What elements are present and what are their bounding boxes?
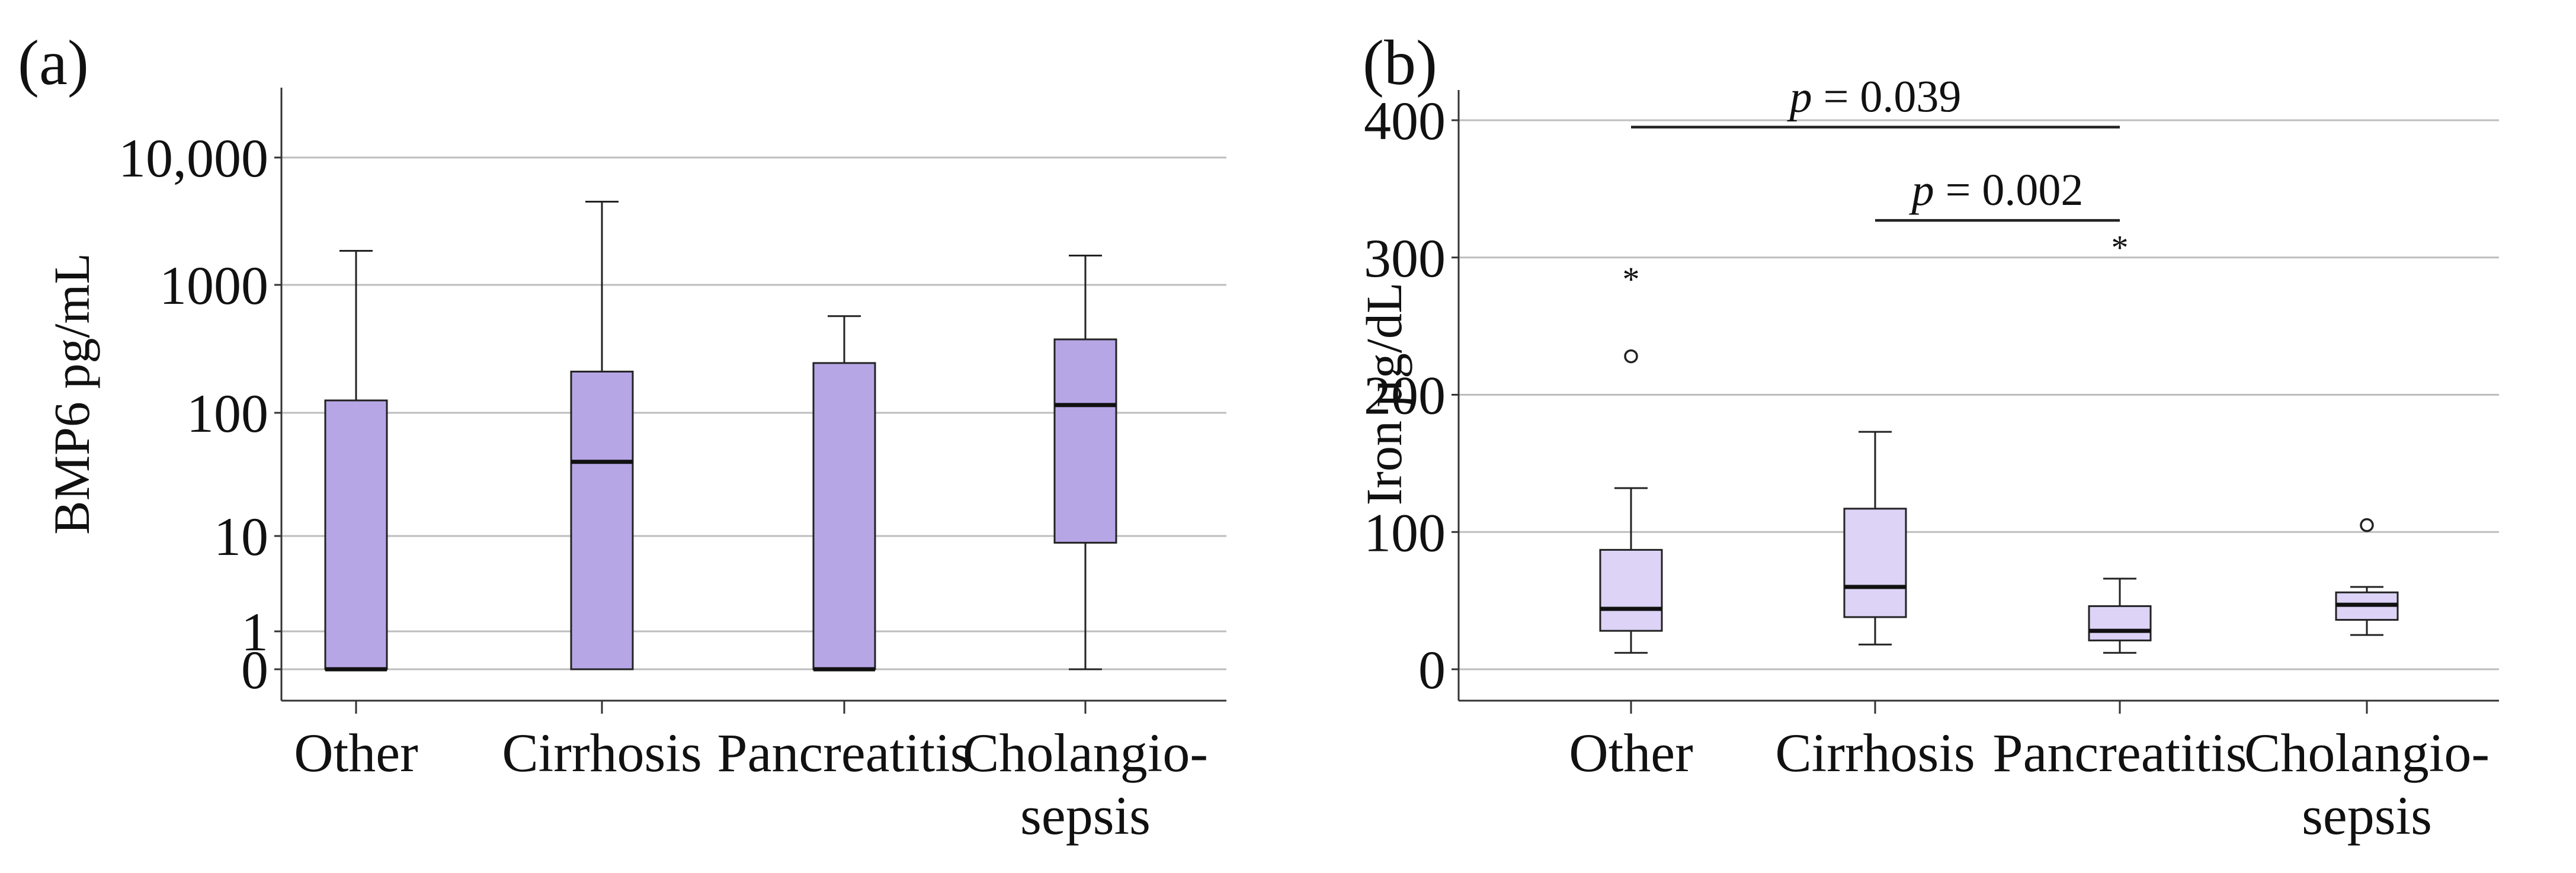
p-symbol: p: [1909, 165, 1934, 215]
outlier-star: *: [2112, 229, 2129, 267]
y-tick-label: 400: [1364, 91, 1446, 151]
iqr-box: [2088, 605, 2152, 641]
panel-b: (b) 0 100 200 300 400 Iron µg/dL Other Cirrhosis…: [1356, 28, 2499, 846]
y-tick-label: 1000: [159, 255, 268, 316]
box-other: [324, 250, 388, 672]
y-tick-label: 300: [1364, 228, 1446, 288]
box-other: *: [1599, 260, 1663, 654]
iqr-box: [1843, 508, 1907, 618]
box-cholangio-sepsis: [2335, 518, 2399, 636]
box-pancreatitis: [812, 315, 876, 672]
x-tick-label: Cholangio-: [963, 723, 1208, 783]
panel-label: (a): [18, 28, 89, 98]
iqr-box: [1053, 338, 1117, 544]
y-tick-label: 10,000: [118, 128, 268, 188]
x-tick-label: Other: [1569, 723, 1693, 783]
box-cholangio-sepsis: [1053, 254, 1117, 670]
y-tick-label: 100: [1364, 502, 1446, 563]
iqr-box: [812, 362, 876, 670]
box-cirrhosis: [570, 201, 634, 670]
iqr-box: [570, 370, 634, 670]
panel-a: (a) 01 10 100 1000 10,000 BMP6 pg/mL Other Cirrh…: [18, 28, 1226, 846]
significance-label: p = 0.002: [1909, 165, 2084, 215]
y-tick-label: 200: [1364, 365, 1446, 426]
p-symbol: p: [1787, 72, 1812, 122]
panel-label: (b): [1363, 28, 1437, 98]
iqr-box: [324, 399, 388, 670]
x-tick-label: Pancreatitis: [717, 723, 971, 783]
significance-label: p = 0.039: [1787, 72, 1962, 122]
x-tick-label-line2: sepsis: [2302, 785, 2432, 846]
p-value: = 0.039: [1812, 72, 1962, 122]
box-cirrhosis: [1843, 431, 1907, 646]
p-value: = 0.002: [1934, 165, 2084, 215]
outlier-circle: [2360, 518, 2374, 532]
box-pancreatitis: *: [2088, 229, 2152, 654]
y-tick-label: 0: [1418, 640, 1446, 700]
x-tick-label: Other: [294, 723, 418, 783]
x-tick-label-line2: sepsis: [1020, 785, 1151, 846]
y-tick-label: 1: [241, 602, 268, 662]
x-tick-label: Pancreatitis: [1992, 723, 2247, 783]
x-tick-label: Cirrhosis: [1775, 723, 1975, 783]
outlier-circle: [1624, 349, 1638, 364]
y-tick-label: 10: [214, 506, 268, 567]
y-tick-label: 0: [241, 640, 268, 700]
x-tick-label: Cholangio-: [2244, 723, 2490, 783]
y-axis-label: Iron µg/dL: [1356, 283, 1412, 506]
y-tick-label: 100: [187, 383, 268, 444]
iqr-box: [1599, 548, 1663, 632]
y-axis-label: BMP6 pg/mL: [43, 253, 100, 534]
outlier-star: *: [1623, 260, 1640, 299]
x-tick-label: Cirrhosis: [502, 723, 701, 783]
